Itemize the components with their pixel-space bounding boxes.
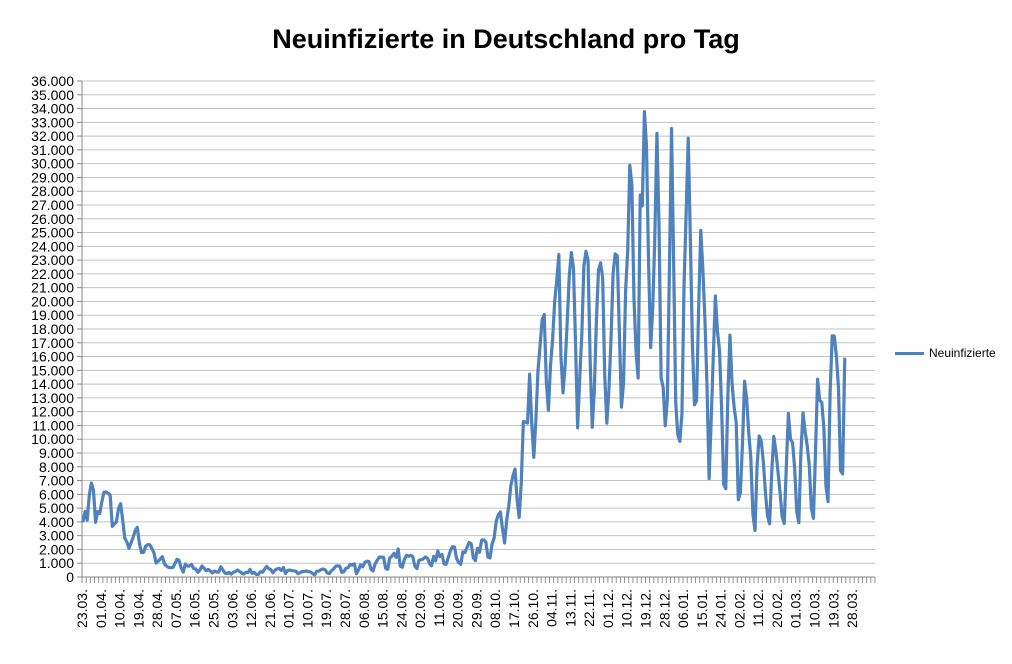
- x-tick-label: 01.04.: [93, 589, 109, 628]
- y-tick-label: 25.000: [31, 225, 74, 241]
- x-tick-label: 16.05.: [187, 589, 203, 628]
- y-tick-label: 28.000: [31, 183, 74, 199]
- x-tick-label: 19.04.: [130, 589, 146, 628]
- x-tick-label: 24.01.: [713, 589, 729, 628]
- y-tick-label: 22.000: [31, 266, 74, 282]
- y-tick-label: 16.000: [31, 349, 74, 365]
- y-tick-label: 32.000: [31, 128, 74, 144]
- y-tick-label: 12.000: [31, 404, 74, 420]
- x-tick-label: 06.08.: [356, 589, 372, 628]
- x-axis-labels: 23.03. 01.04. 10.04. 19.04. 28.04. 07.05. 16.0…: [74, 589, 860, 628]
- x-tick-label: 17.10.: [506, 589, 522, 628]
- y-tick-label: 13.000: [31, 390, 74, 406]
- x-tick-label: 10.04.: [112, 589, 128, 628]
- y-tick-label: 1.000: [39, 555, 74, 571]
- x-tick-label: 12.06.: [243, 589, 259, 628]
- x-tick-label: 28.03.: [844, 589, 860, 628]
- y-tick-label: 10.000: [31, 431, 74, 447]
- x-tick-label: 25.05.: [206, 589, 222, 628]
- series-line-neuinfizierte: [81, 110, 847, 577]
- y-tick-label: 19.000: [31, 307, 74, 323]
- y-gridlines: [82, 80, 875, 564]
- y-tick-label: 20.000: [31, 293, 74, 309]
- y-tick-label: 33.000: [31, 114, 74, 130]
- y-tick-label: 26.000: [31, 211, 74, 227]
- x-tick-label: 21.06.: [262, 589, 278, 628]
- x-tick-label: 19.07.: [318, 589, 334, 628]
- y-tick-label: 6.000: [39, 486, 74, 502]
- y-tick-label: 7.000: [39, 473, 74, 489]
- y-tick-label: 27.000: [31, 197, 74, 213]
- y-tick-label: 14.000: [31, 376, 74, 392]
- y-tick-label: 0: [66, 569, 74, 585]
- y-tick-label: 34.000: [31, 101, 74, 117]
- axis-ticks: [77, 80, 876, 583]
- x-tick-label: 23.03.: [74, 589, 90, 628]
- y-tick-label: 5.000: [39, 500, 74, 516]
- y-tick-label: 21.000: [31, 280, 74, 296]
- x-tick-label: 03.06.: [224, 589, 240, 628]
- y-tick-label: 18.000: [31, 321, 74, 337]
- x-tick-label: 10.07.: [299, 589, 315, 628]
- x-tick-label: 26.10.: [525, 589, 541, 628]
- y-tick-label: 31.000: [31, 142, 74, 158]
- y-tick-label: 29.000: [31, 169, 74, 185]
- x-tick-label: 24.08.: [393, 589, 409, 628]
- y-tick-label: 4.000: [39, 514, 74, 530]
- x-tick-label: 28.04.: [149, 589, 165, 628]
- x-tick-label: 04.11.: [544, 589, 560, 627]
- y-tick-label: 24.000: [31, 238, 74, 254]
- chart-title: Neuinfizierte in Deutschland pro Tag: [272, 24, 740, 54]
- x-tick-label: 29.09.: [468, 589, 484, 628]
- y-axis-labels: 36.00035.00034.00033.00032.00031.00030.0…: [31, 73, 74, 585]
- y-tick-label: 8.000: [39, 459, 74, 475]
- x-tick-label: 02.09.: [412, 589, 428, 628]
- x-tick-label: 01.12.: [600, 589, 616, 628]
- x-tick-label: 15.01.: [694, 589, 710, 628]
- x-tick-label: 20.09.: [450, 589, 466, 628]
- x-tick-label: 08.10.: [487, 589, 503, 628]
- x-tick-label: 07.05.: [168, 589, 184, 628]
- x-tick-label: 10.12.: [619, 589, 635, 628]
- legend-line-swatch: [895, 351, 924, 355]
- x-tick-label: 10.03.: [807, 589, 823, 628]
- series-group: [81, 110, 847, 577]
- y-tick-label: 17.000: [31, 335, 74, 351]
- y-tick-label: 35.000: [31, 87, 74, 103]
- x-tick-label: 19.03.: [825, 589, 841, 628]
- y-tick-label: 9.000: [39, 445, 74, 461]
- y-tick-label: 30.000: [31, 156, 74, 172]
- x-tick-label: 19.12.: [637, 589, 653, 628]
- legend-series-label: Neuinfizierte: [929, 346, 996, 360]
- chart-legend: Neuinfizierte: [895, 345, 996, 361]
- y-tick-label: 23.000: [31, 252, 74, 268]
- x-tick-label: 15.08.: [375, 589, 391, 628]
- x-tick-label: 20.02.: [769, 589, 785, 628]
- y-tick-label: 11.000: [32, 417, 74, 433]
- y-tick-label: 3.000: [39, 528, 74, 544]
- x-tick-label: 01.07.: [281, 589, 297, 628]
- x-tick-label: 11.02.: [750, 589, 766, 627]
- x-tick-label: 02.02.: [731, 589, 747, 628]
- x-tick-label: 13.11.: [562, 589, 578, 627]
- y-tick-label: 15.000: [31, 362, 74, 378]
- x-tick-label: 11.09.: [431, 589, 447, 627]
- y-tick-label: 36.000: [31, 73, 74, 89]
- y-tick-label: 2.000: [39, 541, 74, 557]
- x-tick-label: 22.11.: [581, 589, 597, 627]
- x-tick-label: 06.01.: [675, 589, 691, 628]
- x-tick-label: 28.07.: [337, 589, 353, 628]
- x-tick-label: 28.12.: [656, 589, 672, 628]
- x-tick-label: 01.03.: [788, 589, 804, 628]
